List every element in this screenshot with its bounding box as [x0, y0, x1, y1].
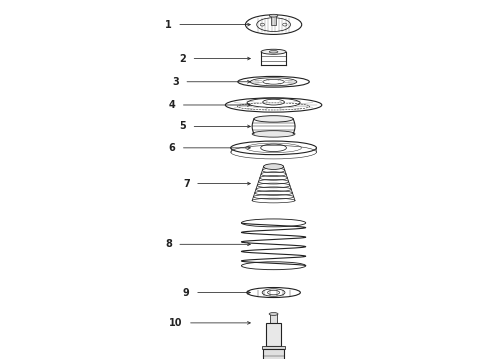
Ellipse shape	[261, 49, 286, 54]
Text: 5: 5	[179, 121, 186, 131]
Text: 2: 2	[179, 54, 186, 64]
Ellipse shape	[264, 164, 284, 170]
Ellipse shape	[254, 116, 293, 122]
Bar	[271, 16, 276, 24]
Text: 10: 10	[169, 318, 182, 328]
Text: 6: 6	[169, 143, 175, 153]
Ellipse shape	[270, 14, 278, 17]
Bar	[262, 346, 285, 349]
Text: 1: 1	[165, 19, 172, 30]
Text: 4: 4	[169, 100, 175, 110]
Text: 8: 8	[165, 239, 172, 249]
Text: 9: 9	[183, 288, 190, 297]
Ellipse shape	[252, 131, 295, 137]
Ellipse shape	[269, 50, 278, 53]
Bar	[266, 323, 281, 346]
Ellipse shape	[269, 312, 278, 315]
Text: 7: 7	[183, 179, 190, 189]
Text: 3: 3	[172, 77, 179, 87]
Bar	[270, 314, 277, 323]
Bar	[263, 349, 284, 360]
